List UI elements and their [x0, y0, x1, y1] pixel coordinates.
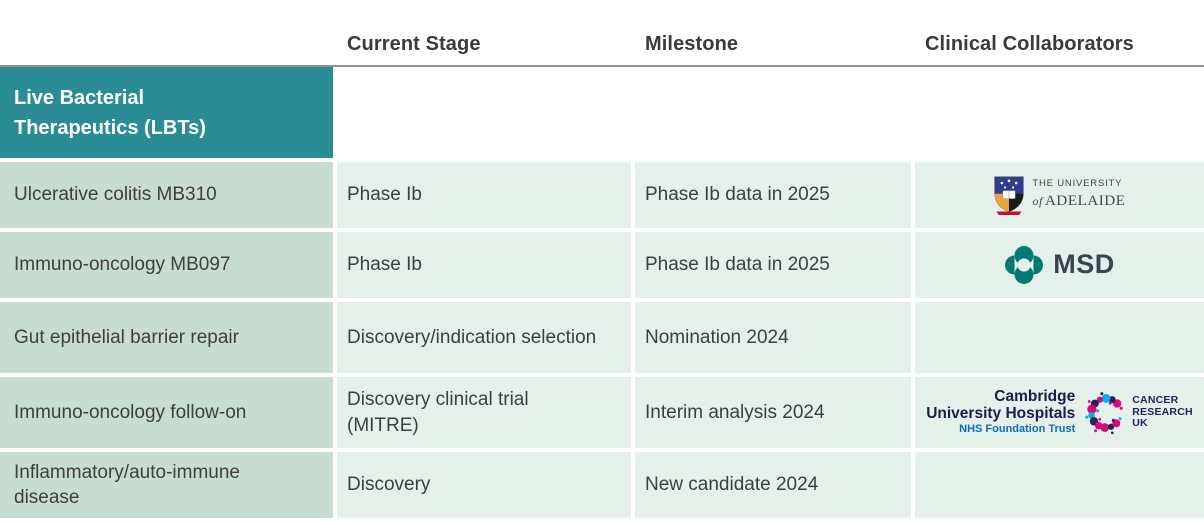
program-cell: Immuno-oncology follow-on — [0, 377, 333, 448]
stage-label: Phase Ib — [347, 184, 422, 206]
cambridge-line2: University Hospitals — [926, 404, 1076, 422]
program-label: Gut epithelial barrier repair — [14, 326, 239, 348]
adelaide-name: ADELAIDE — [1044, 192, 1126, 209]
spacer-cell — [635, 67, 911, 158]
stage-label: Discovery/indication selection — [347, 326, 597, 348]
milestone-cell: Phase Ib data in 2025 — [635, 232, 911, 298]
program-cell: Inflammatory/auto-immune disease — [0, 452, 333, 518]
stage-cell: Phase Ib — [337, 232, 631, 298]
column-header-clinical-collaborators: Clinical Collaborators — [925, 33, 1134, 55]
column-header-current-stage: Current Stage — [347, 33, 481, 55]
adelaide-line2: of ADELAIDE — [1032, 192, 1125, 212]
collaborator-cell: MSD — [915, 232, 1204, 298]
cruk-line2: RESEARCH — [1132, 405, 1193, 418]
university-of-adelaide-logo: THE UNIVERSITY of ADELAIDE — [993, 175, 1125, 216]
column-header-milestone: Milestone — [645, 33, 739, 55]
section-title-line2: Therapeutics (LBTs) — [14, 116, 206, 139]
column-header-row: Current Stage Milestone Clinical Collabo… — [0, 0, 1204, 65]
adelaide-wordmark: THE UNIVERSITY of ADELAIDE — [1032, 178, 1125, 211]
column-header-empty — [0, 56, 333, 65]
spacer-cell — [337, 67, 631, 158]
milestone-cell: Interim analysis 2024 — [635, 377, 911, 448]
header-divider-line — [0, 65, 1204, 67]
msd-wordmark: MSD — [1053, 249, 1115, 280]
collaborator-cell: Cambridge University Hospitals NHS Found… — [915, 377, 1204, 448]
milestone-label: New candidate 2024 — [645, 474, 819, 496]
milestone-cell: Nomination 2024 — [635, 302, 911, 373]
milestone-label: Interim analysis 2024 — [645, 401, 825, 423]
stage-cell: Phase Ib — [337, 162, 631, 228]
program-label: Immuno-oncology follow-on — [14, 401, 247, 423]
stage-label: Discovery — [347, 474, 431, 496]
stage-cell: Discovery clinical trial (MITRE) — [337, 377, 631, 448]
cruk-line1: CANCER — [1132, 394, 1179, 407]
stage-cell: Discovery — [337, 452, 631, 518]
stage-label: Phase Ib — [347, 254, 422, 276]
stage-label: Discovery clinical trial (MITRE) — [347, 389, 529, 436]
milestone-label: Phase Ib data in 2025 — [645, 184, 830, 206]
program-cell: Immuno-oncology MB097 — [0, 232, 333, 298]
cambridge-line1: Cambridge — [994, 388, 1076, 406]
cruk-line3: UK — [1132, 417, 1148, 430]
table-body: Live Bacterial Therapeutics (LBTs) Ulcer… — [0, 67, 1204, 518]
section-title-line1: Live Bacterial — [14, 86, 145, 109]
cruk-dotted-c-icon — [1085, 391, 1123, 434]
collaborator-cell: THE UNIVERSITY of ADELAIDE — [915, 162, 1204, 228]
program-label: Immuno-oncology MB097 — [14, 254, 231, 276]
section-header-lbts: Live Bacterial Therapeutics (LBTs) — [0, 67, 333, 158]
stage-cell: Discovery/indication selection — [337, 302, 631, 373]
milestone-label: Phase Ib data in 2025 — [645, 254, 830, 276]
cruk-wordmark: CANCER RESEARCH UK — [1132, 395, 1193, 430]
milestone-cell: Phase Ib data in 2025 — [635, 162, 911, 228]
collaborator-logo-group: Cambridge University Hospitals NHS Found… — [921, 388, 1198, 436]
adelaide-of: of — [1032, 193, 1043, 208]
cancer-research-uk-logo: CANCER RESEARCH UK — [1083, 390, 1193, 436]
collaborator-cell-empty — [915, 452, 1204, 518]
msd-logo: MSD — [1004, 245, 1115, 285]
program-cell: Ulcerative colitis MB310 — [0, 162, 333, 228]
program-label: Inflammatory/auto-immune disease — [14, 461, 240, 508]
adelaide-crest-icon — [994, 175, 1024, 215]
adelaide-line1: THE UNIVERSITY — [1032, 178, 1123, 190]
program-label: Ulcerative colitis MB310 — [14, 184, 217, 206]
collaborator-cell-empty — [915, 302, 1204, 373]
spacer-cell — [915, 67, 1204, 158]
program-cell: Gut epithelial barrier repair — [0, 302, 333, 373]
nhs-foundation-trust-label: NHS Foundation Trust — [959, 423, 1076, 436]
msd-emblem-icon — [1005, 246, 1044, 284]
milestone-cell: New candidate 2024 — [635, 452, 911, 518]
milestone-label: Nomination 2024 — [645, 326, 789, 348]
cambridge-university-hospitals-logo: Cambridge University Hospitals NHS Found… — [926, 388, 1076, 436]
